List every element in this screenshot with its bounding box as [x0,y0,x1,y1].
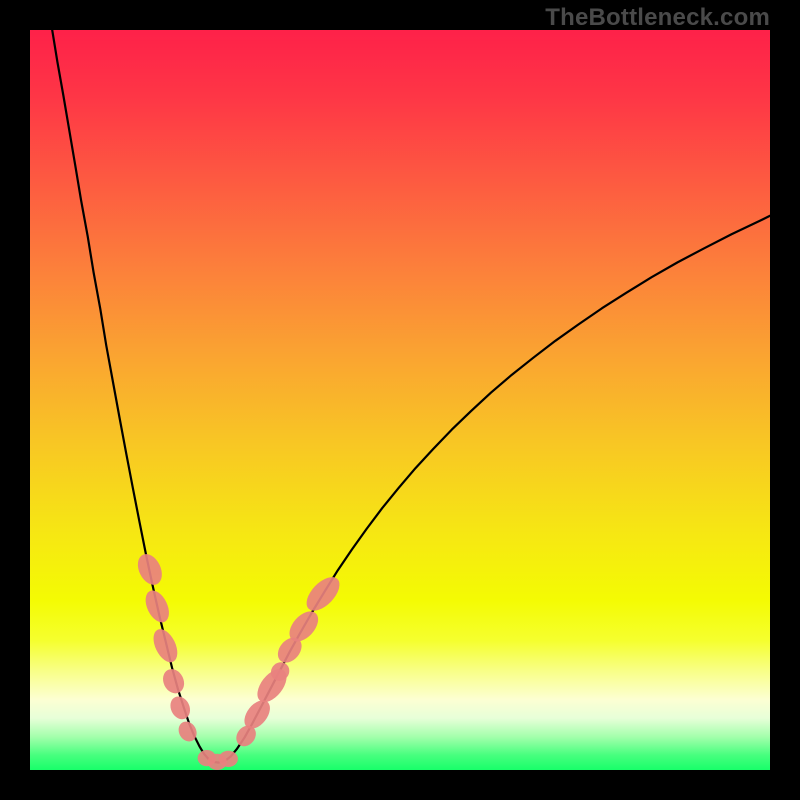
data-dot [219,751,238,767]
watermark-text: TheBottleneck.com [545,4,770,32]
gradient-background [30,30,770,770]
plot-area [30,30,770,770]
chart-svg [30,30,770,770]
